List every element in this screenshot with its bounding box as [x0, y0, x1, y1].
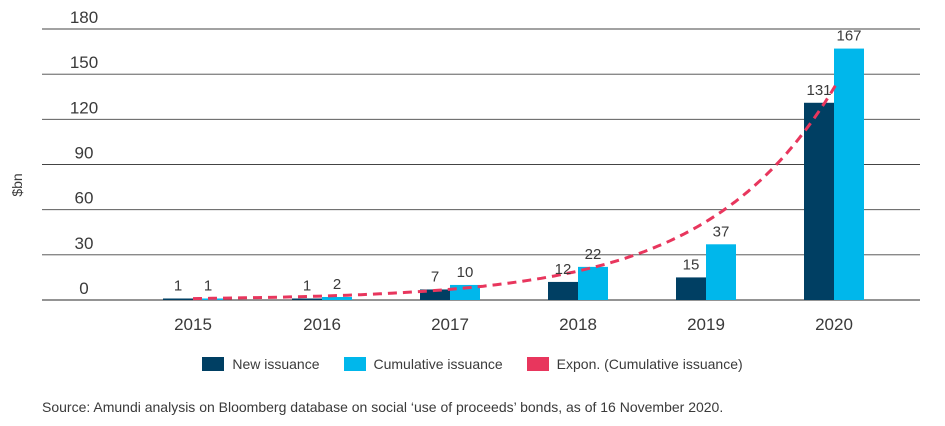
bar-cumulative-2020 [834, 48, 864, 301]
legend-item-trend: Expon. (Cumulative issuance) [526, 356, 743, 372]
y-tick-label: 90 [75, 144, 94, 163]
data-label: 1 [174, 277, 182, 294]
x-tick-label: 2020 [815, 315, 853, 334]
data-label: 1 [303, 277, 311, 294]
legend-swatch-trend [526, 357, 549, 371]
data-label: 12 [555, 261, 572, 278]
bar-cumulative-2017 [450, 284, 480, 300]
gridlines [42, 28, 920, 301]
x-tick-label: 2017 [431, 315, 469, 334]
data-label: 2 [333, 276, 341, 293]
legend-label-trend: Expon. (Cumulative issuance) [556, 356, 743, 372]
x-tick-label: 2018 [559, 315, 597, 334]
trendline [192, 80, 840, 301]
bar-new-2019 [676, 277, 706, 300]
data-label: 22 [585, 246, 602, 263]
bar-new-2020 [804, 102, 834, 301]
y-tick-label: 30 [75, 234, 94, 253]
source-note: Source: Amundi analysis on Bloomberg dat… [42, 399, 724, 415]
legend-swatch-cumulative [343, 357, 366, 371]
data-label: 131 [806, 82, 831, 99]
legend-item-cumulative: Cumulative issuance [343, 356, 503, 372]
bar-cumulative-2015 [193, 298, 223, 300]
legend-label-cumulative: Cumulative issuance [373, 356, 503, 372]
y-tick-label: 180 [70, 8, 98, 27]
bars [163, 48, 864, 301]
data-label: 10 [457, 264, 474, 281]
legend-swatch-new [202, 357, 225, 371]
x-axis-ticks: 2015 2016 2017 2018 2019 2020 [174, 315, 853, 334]
data-label: 1 [204, 277, 212, 294]
bar-new-2018 [548, 281, 578, 300]
data-label: 7 [431, 268, 439, 285]
legend-label-new: New issuance [232, 356, 320, 372]
bar-cumulative-2019 [706, 244, 736, 300]
data-label: 15 [683, 256, 700, 273]
y-tick-label: 60 [75, 189, 94, 208]
y-tick-label: 150 [70, 53, 98, 72]
bar-new-2016 [292, 298, 322, 300]
y-axis-label: $bn [9, 173, 25, 196]
x-tick-label: 2019 [687, 315, 725, 334]
x-tick-label: 2016 [303, 315, 341, 334]
bar-cumulative-2016 [322, 296, 352, 300]
bar-cumulative-2018 [578, 266, 608, 300]
bar-new-2017 [420, 289, 450, 300]
y-tick-label: 120 [70, 98, 98, 117]
legend: New issuance Cumulative issuance Expon. … [0, 356, 945, 372]
x-tick-label: 2015 [174, 315, 212, 334]
bar-new-2015 [163, 298, 193, 300]
data-label: 37 [713, 223, 730, 240]
y-axis-ticks: 0 30 60 90 120 150 180 [70, 8, 98, 298]
y-tick-label: 0 [79, 279, 88, 298]
legend-item-new: New issuance [202, 356, 320, 372]
data-label: 167 [836, 28, 861, 45]
